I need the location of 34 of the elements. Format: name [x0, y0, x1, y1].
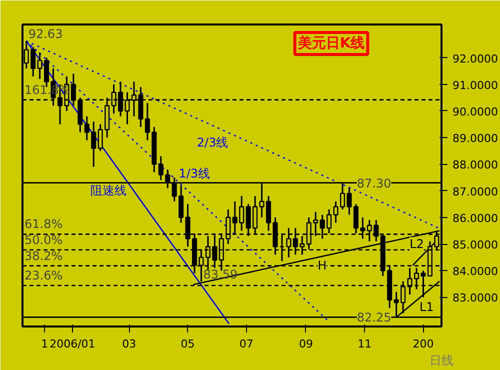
x-tick-label: 09: [299, 338, 313, 350]
y-tick-label: 83.0000: [452, 292, 498, 305]
series-label: L2: [410, 236, 424, 251]
y-tick-label: 92.0000: [452, 52, 498, 66]
x-tick-label: 03: [122, 338, 136, 350]
y-tick-label: 86.0000: [452, 212, 498, 225]
x-tick-label: 1: [41, 338, 48, 350]
series-label: 2/3线: [196, 136, 228, 150]
series-label: 阻速线: [90, 183, 127, 198]
annotation: 83.59: [203, 268, 238, 282]
ref-line-label: 82.25: [356, 310, 392, 325]
x-tick-label: 2006/01: [50, 338, 96, 350]
y-tick-label: 87.0000: [452, 185, 498, 198]
series-label: 1/3线: [178, 166, 210, 180]
annotation: 61.8%: [24, 217, 63, 232]
y-tick-label: 85.0000: [452, 238, 498, 252]
y-tick-label: 88.0000: [452, 158, 498, 172]
x-tick-label: 07: [239, 338, 254, 350]
annotation: 23.6%: [24, 268, 63, 283]
x-axis-title: 日线: [430, 354, 454, 368]
annotation: 50.0%: [24, 232, 63, 247]
text: 美元日K线: [296, 34, 365, 52]
annotation: 38.2%: [24, 248, 63, 263]
x-tick-label: 05: [180, 338, 195, 350]
y-tick-label: 91.0000: [452, 78, 498, 92]
y-tick-label: 89.0000: [452, 132, 498, 146]
series-label: H: [318, 258, 327, 273]
y-tick-label: 90.0000: [452, 105, 498, 118]
x-tick-label: 11: [358, 338, 372, 350]
series-label: L1: [419, 300, 434, 314]
x-tick-label: 200: [412, 338, 434, 350]
ref-line-label: 87.30: [356, 176, 392, 190]
annotation: 92.63: [28, 26, 63, 41]
y-tick-label: 84.0000: [452, 265, 498, 278]
